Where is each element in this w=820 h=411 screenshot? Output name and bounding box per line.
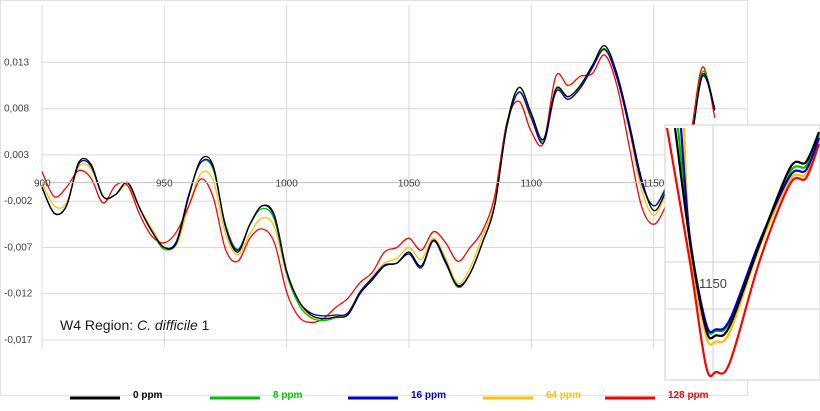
x-tick-label: 1050 [398, 179, 421, 190]
y-tick-label: 0,013 [4, 57, 29, 68]
legend-item: 64 ppm [483, 390, 581, 401]
x-tick-label: 1100 [521, 179, 543, 190]
legend: 0 ppm 8 ppm 16 ppm 64 ppm 128 ppm [70, 390, 709, 401]
legend-item: 0 ppm [70, 390, 163, 401]
x-tick-label: 950 [156, 179, 173, 190]
y-axis-tick-labels: 0,013 0,008 0,003 -0,002 -0,007 -0,012 -0,017 [4, 57, 33, 346]
legend-label: 64 ppm [546, 390, 581, 401]
y-tick-label: 0,008 [4, 104, 29, 115]
inset-line-128-ppm [665, 127, 820, 378]
legend-item: 8 ppm [210, 390, 303, 401]
y-tick-label: -0,002 [4, 196, 33, 207]
y-tick-label: -0,012 [4, 289, 33, 300]
y-tick-label: -0,017 [4, 335, 33, 346]
x-tick-label: 1000 [276, 179, 299, 190]
legend-label: 128 ppm [668, 390, 709, 401]
series-line-0-ppm [41, 45, 716, 320]
zoom-inset: 1150 [664, 124, 820, 381]
legend-label: 16 ppm [411, 390, 446, 401]
x-axis: 900 950 1000 1050 1100 1150 [34, 179, 747, 190]
x-tick-label: 1150 [643, 179, 665, 190]
region-annotation-species: C. difficile [137, 317, 198, 333]
inset-series-lines [665, 127, 820, 378]
legend-label: 8 ppm [273, 390, 303, 401]
series-line-128-ppm [41, 54, 716, 324]
legend-item: 128 ppm [605, 390, 709, 401]
series-line-64-ppm [41, 49, 716, 320]
region-annotation-prefix: W4 Region: [60, 317, 137, 333]
inset-x-tick-label: 1150 [699, 276, 727, 291]
legend-label: 0 ppm [133, 390, 163, 401]
gridlines [41, 5, 747, 348]
inset-line-0-ppm [673, 127, 820, 340]
series-lines [41, 45, 716, 324]
region-annotation-suffix: 1 [198, 317, 210, 333]
legend-item: 16 ppm [348, 390, 446, 401]
y-tick-label: 0,003 [4, 150, 29, 161]
y-tick-label: -0,007 [4, 242, 33, 253]
x-tick-label: 900 [34, 179, 51, 190]
region-annotation: W4 Region: C. difficile 1 [60, 317, 210, 333]
